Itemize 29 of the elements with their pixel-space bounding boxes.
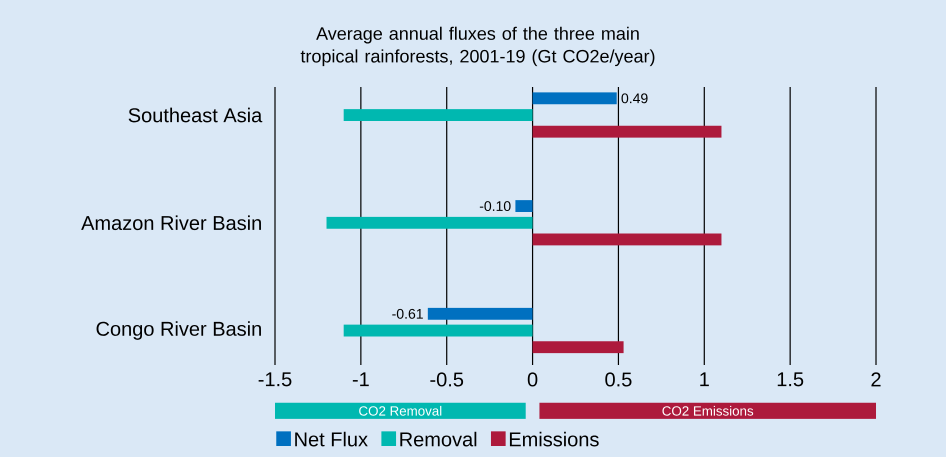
legend-label: Removal	[400, 432, 476, 446]
data-label: 0.49	[622, 93, 648, 104]
y-tick-label: Amazon River Basin	[81, 215, 261, 230]
legend-label: Net Flux	[295, 432, 368, 446]
bar	[515, 200, 533, 212]
bar	[428, 308, 533, 320]
bar	[326, 216, 533, 229]
x-tick-label: -1	[352, 372, 369, 386]
legend-label: Emissions	[510, 432, 599, 446]
bar	[344, 324, 533, 336]
y-tick-label: Congo River Basin	[96, 321, 261, 340]
x-tick-label: -1.5	[258, 372, 292, 386]
bar	[532, 126, 722, 138]
x-tick-label: -0.5	[430, 372, 464, 387]
chart-title: Average annual fluxes of the three main tropical rainforests, 2001-19 (Gt CO2e/year)	[300, 26, 654, 66]
x-tick-label: 1.5	[778, 372, 804, 386]
bar	[532, 92, 617, 104]
y-tick-label: Southeast Asia	[128, 108, 262, 122]
data-label: -0.10	[480, 201, 511, 212]
text: CO2 Emissions	[662, 406, 754, 416]
bar	[344, 109, 533, 121]
bar	[532, 234, 722, 246]
x-tick-label: 0.5	[605, 372, 632, 387]
data-label: -0.61	[392, 308, 423, 319]
x-tick-label: 0	[528, 372, 538, 387]
x-tick-label: 1	[700, 372, 709, 386]
x-tick-label: 2	[871, 372, 881, 386]
bar	[532, 341, 624, 354]
text: CO2 Removal	[359, 406, 442, 416]
